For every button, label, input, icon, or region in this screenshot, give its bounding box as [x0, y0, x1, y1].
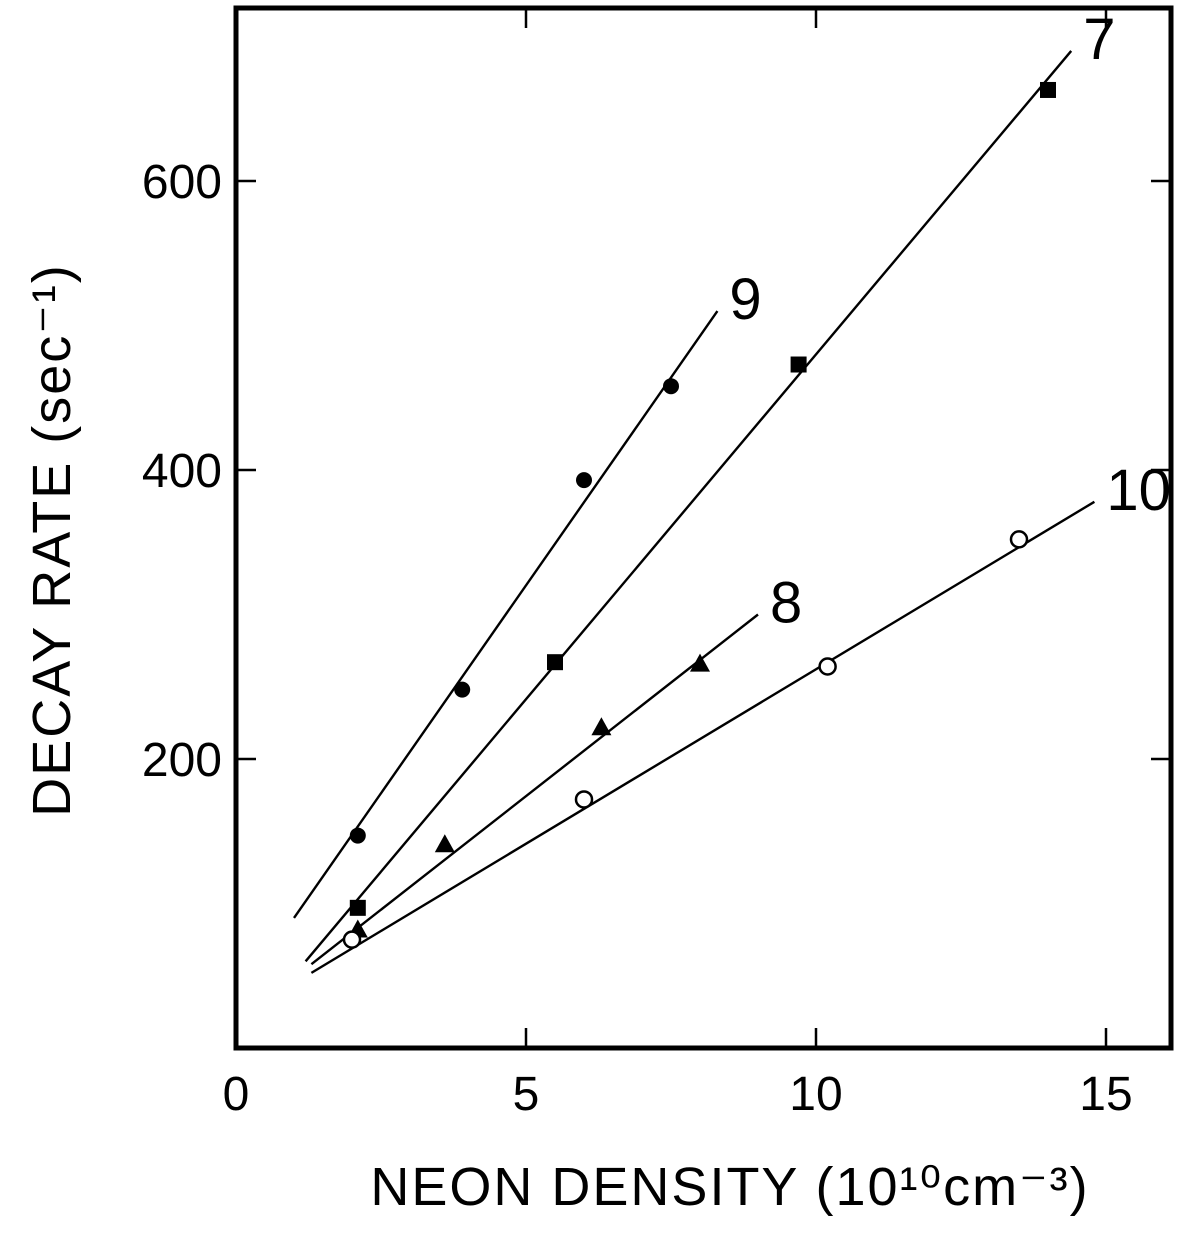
x-tick-label: 0	[223, 1068, 250, 1121]
x-tick-label: 15	[1079, 1068, 1132, 1121]
fit-lines	[293, 50, 1096, 974]
y-tick-label: 400	[142, 445, 222, 498]
series-labels: 9 7 8 10	[729, 7, 1171, 636]
series-label-10: 10	[1106, 458, 1171, 523]
y-tick-label: 600	[142, 156, 222, 209]
data-point-8	[434, 834, 455, 853]
data-point-10	[342, 930, 362, 949]
y-tick-label: 200	[142, 734, 222, 787]
data-point-10	[574, 790, 594, 809]
fit-line-10	[310, 500, 1096, 974]
data-point-9	[663, 378, 679, 395]
x-axis-title: NEON DENSITY (10¹⁰cm⁻³)	[370, 1157, 1089, 1217]
data-point-7	[547, 654, 563, 671]
data-point-10	[1009, 530, 1029, 549]
series-label-9: 9	[729, 267, 761, 332]
x-tick-label: 5	[513, 1068, 540, 1121]
plot-frame	[233, 5, 1174, 1051]
data-point-8	[591, 717, 612, 736]
data-point-7	[790, 356, 807, 373]
x-tick-label: 10	[789, 1068, 842, 1121]
series-label-8: 8	[770, 571, 802, 636]
series-label-7: 7	[1083, 7, 1115, 72]
fit-line-9	[293, 310, 719, 919]
data-point-7	[1040, 81, 1056, 98]
data-point-7	[349, 899, 366, 916]
data-point-9	[454, 681, 471, 698]
y-axis-title: DECAY RATE (sec⁻¹)	[22, 263, 82, 817]
data-point-9	[576, 472, 592, 489]
axis-ticks	[234, 8, 1171, 1048]
data-point-9	[349, 827, 366, 844]
fit-line-7	[304, 50, 1073, 963]
axis-tick-labels: 0 5 10 15 200 400 600	[142, 156, 1133, 1121]
data-point-10	[818, 657, 837, 676]
fit-line-8	[310, 613, 759, 966]
data-point-8	[690, 653, 710, 672]
data-markers	[342, 81, 1056, 949]
